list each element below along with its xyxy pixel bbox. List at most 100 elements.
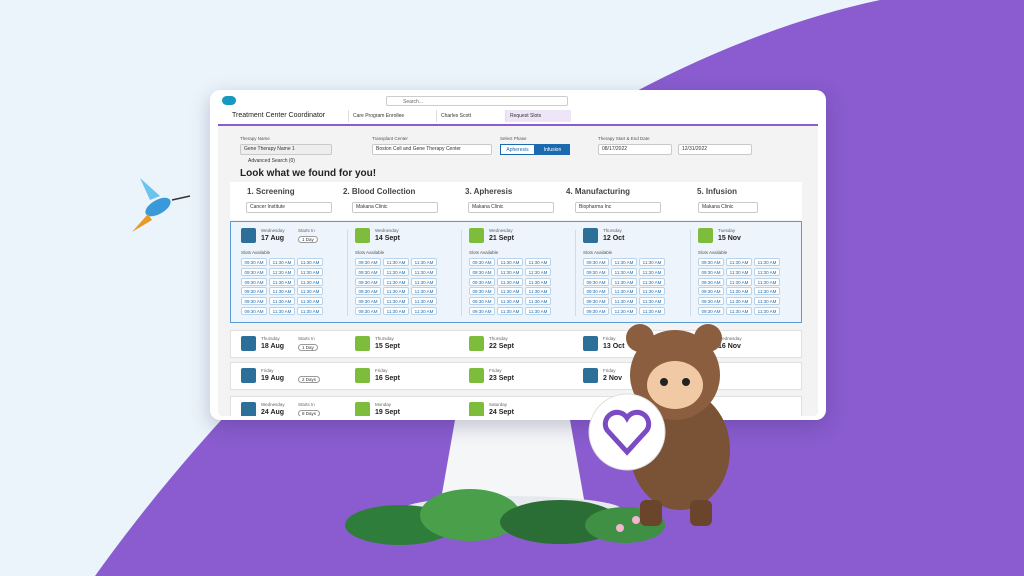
slot-button[interactable]: 11:30 AM: [726, 307, 752, 315]
slot-button[interactable]: 09:30 AM: [241, 297, 267, 306]
slot-button[interactable]: 09:30 AM: [583, 287, 609, 296]
slot-button[interactable]: 11:30 AM: [726, 267, 752, 276]
slot-button[interactable]: 11:30 AM: [611, 277, 637, 286]
slot-button[interactable]: 09:30 AM: [469, 287, 495, 296]
slot-button[interactable]: 11:30 AM: [525, 267, 551, 276]
slot-button[interactable]: 11:30 AM: [611, 258, 637, 266]
date-input[interactable]: 08/17/2022: [598, 144, 672, 155]
slot-button[interactable]: 11:30 AM: [497, 287, 523, 296]
slot-button[interactable]: 09:30 AM: [355, 267, 381, 276]
slot-button[interactable]: 09:30 AM: [583, 258, 609, 266]
slot-button[interactable]: 11:30 AM: [383, 297, 409, 306]
slot-button[interactable]: 09:30 AM: [355, 297, 381, 306]
slot-button[interactable]: 11:30 AM: [726, 297, 752, 306]
slot-button[interactable]: 09:30 AM: [469, 297, 495, 306]
slot-button[interactable]: 11:30 AM: [411, 277, 437, 286]
slot-button[interactable]: 11:30 AM: [297, 277, 323, 286]
date-input[interactable]: 12/31/2022: [678, 144, 752, 155]
phase-button[interactable]: Apheresis: [500, 144, 535, 155]
slot-button[interactable]: 11:30 AM: [269, 287, 295, 296]
slot-button[interactable]: 11:30 AM: [525, 297, 551, 306]
slot-button[interactable]: 11:30 AM: [383, 258, 409, 266]
phase-button[interactable]: Infusion: [535, 144, 570, 155]
slot-button[interactable]: 09:30 AM: [241, 267, 267, 276]
slot-button[interactable]: 09:30 AM: [241, 307, 267, 315]
slot-button[interactable]: 11:30 AM: [611, 297, 637, 306]
slot-button[interactable]: 09:30 AM: [355, 258, 381, 266]
slot-button[interactable]: 09:30 AM: [583, 307, 609, 315]
slot-button[interactable]: 11:30 AM: [754, 258, 780, 266]
slot-button[interactable]: 09:30 AM: [241, 277, 267, 286]
slot-button[interactable]: 09:30 AM: [583, 297, 609, 306]
slot-button[interactable]: 09:30 AM: [355, 287, 381, 296]
field-input[interactable]: Boston Cell and Gene Therapy Center: [372, 144, 492, 155]
slot-button[interactable]: 11:30 AM: [411, 267, 437, 276]
slot-button[interactable]: 11:30 AM: [497, 267, 523, 276]
slot-button[interactable]: 11:30 AM: [411, 258, 437, 266]
slot-button[interactable]: 11:30 AM: [639, 267, 665, 276]
slot-button[interactable]: 11:30 AM: [497, 307, 523, 315]
slot-button[interactable]: 09:30 AM: [698, 267, 724, 276]
slot-button[interactable]: 11:30 AM: [297, 267, 323, 276]
slot-button[interactable]: 11:30 AM: [297, 287, 323, 296]
slot-button[interactable]: 11:30 AM: [726, 287, 752, 296]
location-select[interactable]: Biopharma Inc: [575, 202, 661, 213]
slot-button[interactable]: 11:30 AM: [497, 297, 523, 306]
slot-button[interactable]: 11:30 AM: [269, 307, 295, 315]
slot-button[interactable]: 09:30 AM: [469, 267, 495, 276]
slot-button[interactable]: 11:30 AM: [383, 307, 409, 315]
slot-button[interactable]: 11:30 AM: [383, 277, 409, 286]
slot-button[interactable]: 11:30 AM: [497, 258, 523, 266]
slot-button[interactable]: 11:30 AM: [754, 267, 780, 276]
slot-button[interactable]: 09:30 AM: [469, 307, 495, 315]
slot-button[interactable]: 11:30 AM: [525, 287, 551, 296]
slot-button[interactable]: 11:30 AM: [525, 307, 551, 315]
slot-button[interactable]: 11:30 AM: [611, 287, 637, 296]
tab[interactable]: Care Program Enrollee: [348, 110, 432, 122]
slot-button[interactable]: 11:30 AM: [269, 297, 295, 306]
tab[interactable]: Charles Scott: [436, 110, 502, 122]
slot-button[interactable]: 11:30 AM: [411, 287, 437, 296]
slot-button[interactable]: 11:30 AM: [269, 267, 295, 276]
slot-button[interactable]: 11:30 AM: [639, 258, 665, 266]
slot-button[interactable]: 09:30 AM: [241, 287, 267, 296]
slot-button[interactable]: 11:30 AM: [383, 267, 409, 276]
slot-button[interactable]: 09:30 AM: [583, 277, 609, 286]
slot-button[interactable]: 11:30 AM: [639, 297, 665, 306]
location-select[interactable]: Makana Clinic: [468, 202, 554, 213]
slot-button[interactable]: 09:30 AM: [698, 287, 724, 296]
tab[interactable]: Request Slots: [505, 110, 571, 122]
slot-button[interactable]: 11:30 AM: [383, 287, 409, 296]
slot-button[interactable]: 11:30 AM: [269, 258, 295, 266]
slot-button[interactable]: 11:30 AM: [754, 277, 780, 286]
slot-button[interactable]: 09:30 AM: [469, 277, 495, 286]
slot-button[interactable]: 09:30 AM: [698, 277, 724, 286]
slot-button[interactable]: 11:30 AM: [726, 277, 752, 286]
slot-button[interactable]: 11:30 AM: [297, 307, 323, 315]
slot-button[interactable]: 11:30 AM: [269, 277, 295, 286]
slot-button[interactable]: 09:30 AM: [241, 258, 267, 266]
advanced-search[interactable]: Advanced Search (0): [248, 158, 295, 164]
slot-button[interactable]: 11:30 AM: [611, 307, 637, 315]
slot-button[interactable]: 09:30 AM: [698, 258, 724, 266]
slot-button[interactable]: 09:30 AM: [698, 307, 724, 315]
slot-button[interactable]: 11:30 AM: [525, 258, 551, 266]
slot-button[interactable]: 11:30 AM: [497, 277, 523, 286]
field-input[interactable]: Gene Therapy Name 1: [240, 144, 332, 155]
slot-button[interactable]: 11:30 AM: [639, 277, 665, 286]
slot-button[interactable]: 11:30 AM: [611, 267, 637, 276]
slot-button[interactable]: 11:30 AM: [297, 297, 323, 306]
location-select[interactable]: Makana Clinic: [352, 202, 438, 213]
slot-button[interactable]: 11:30 AM: [754, 287, 780, 296]
slot-button[interactable]: 11:30 AM: [639, 287, 665, 296]
slot-button[interactable]: 09:30 AM: [355, 277, 381, 286]
slot-button[interactable]: 11:30 AM: [525, 277, 551, 286]
slot-button[interactable]: 11:30 AM: [411, 307, 437, 315]
slot-button[interactable]: 09:30 AM: [583, 267, 609, 276]
slot-button[interactable]: 11:30 AM: [411, 297, 437, 306]
slot-button[interactable]: 09:30 AM: [698, 297, 724, 306]
search-box[interactable]: Search...: [386, 96, 568, 106]
slot-button[interactable]: 09:30 AM: [355, 307, 381, 315]
slot-button[interactable]: 11:30 AM: [639, 307, 665, 315]
slot-button[interactable]: 11:30 AM: [754, 297, 780, 306]
